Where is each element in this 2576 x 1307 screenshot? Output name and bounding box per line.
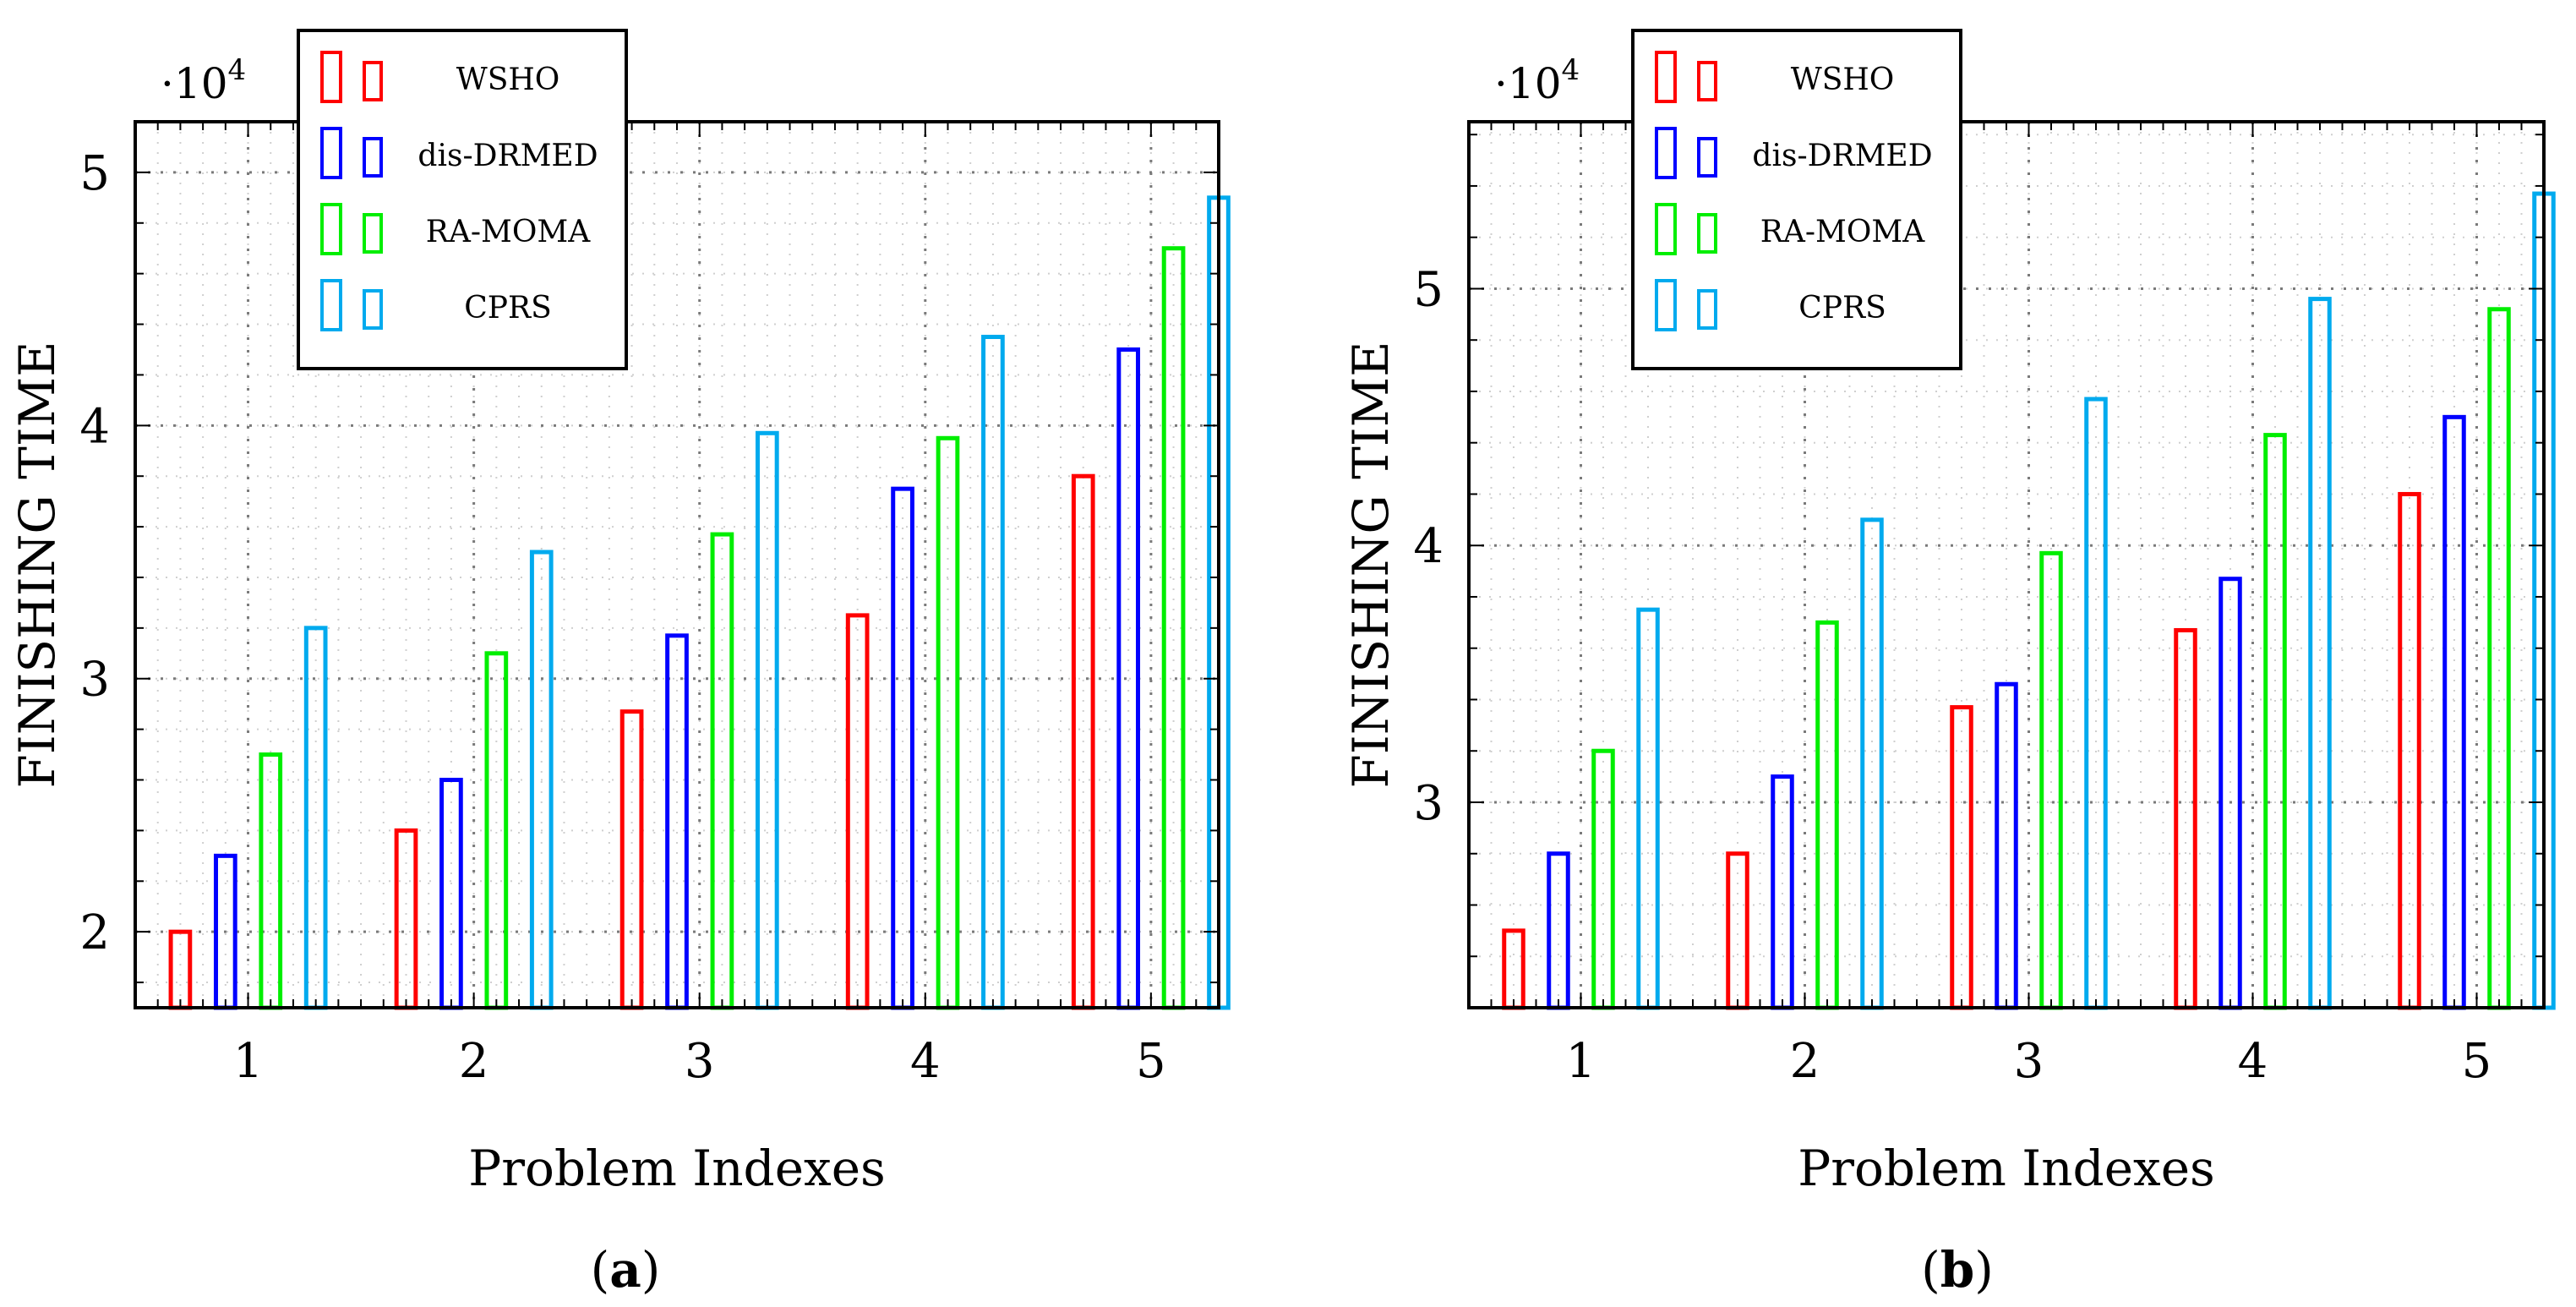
bar-dis-drmed-5	[2442, 414, 2466, 1010]
caption-open-paren: (	[1921, 1241, 1940, 1299]
legend-swatch-small	[1697, 61, 1717, 101]
legend-swatch-small	[363, 289, 383, 330]
y-exponent-power: 4	[228, 53, 247, 87]
x-tick-label: 5	[2462, 1034, 2492, 1089]
x-tick-label: 1	[233, 1034, 264, 1089]
legend-swatch-large	[1655, 127, 1677, 179]
y-tick-label: 4	[1413, 519, 1444, 574]
legend-swatch-large	[320, 279, 342, 331]
x-tick-label: 2	[459, 1034, 489, 1089]
legend-swatch-small	[363, 61, 383, 101]
legend-swatch-small	[363, 137, 383, 178]
y-exponent-label: ·104	[1494, 53, 1580, 108]
bar-wsho-3	[619, 709, 644, 1010]
bar-cprs-1	[303, 626, 328, 1010]
legend-entry-label: RA-MOMA	[1760, 215, 1926, 249]
bar-ra-moma-4	[936, 435, 960, 1010]
bar-wsho-1	[168, 929, 193, 1010]
legend-entry-label: CPRS	[464, 291, 552, 325]
bar-dis-drmed-4	[891, 486, 914, 1010]
y-tick-label: 5	[79, 146, 110, 201]
legend-swatch-large	[1655, 203, 1677, 255]
bar-ra-moma-1	[1591, 748, 1615, 1010]
legend-entry-label: WSHO	[1791, 63, 1895, 97]
x-tick-label: 2	[1790, 1034, 1820, 1089]
x-axis-title: Problem Indexes	[468, 1140, 886, 1197]
y-tick-label: 2	[79, 905, 110, 960]
legend-swatch-large	[320, 127, 342, 179]
y-exponent-label: ·104	[161, 53, 246, 108]
caption-letter: b	[1940, 1241, 1975, 1299]
caption-close-paren: )	[641, 1241, 661, 1299]
bar-dis-drmed-3	[1995, 681, 2018, 1010]
legend-entry-label: dis-DRMED	[1752, 139, 1932, 173]
bar-wsho-4	[2174, 627, 2197, 1010]
legend-entry-label: WSHO	[456, 63, 560, 97]
legend-swatch-large	[320, 51, 342, 103]
y-axis-title: FINISHING TIME	[8, 342, 66, 789]
x-tick-label: 1	[1566, 1034, 1596, 1089]
x-tick-label: 5	[1136, 1034, 1166, 1089]
bar-cprs-4	[2308, 297, 2332, 1010]
legend-swatch-small	[1697, 137, 1717, 178]
legend-swatch-large	[320, 203, 342, 255]
caption-open-paren: (	[591, 1241, 610, 1299]
caption-letter: a	[609, 1241, 641, 1299]
bar-dis-drmed-4	[2219, 577, 2242, 1010]
caption-close-paren: )	[1974, 1241, 1994, 1299]
bar-ra-moma-3	[2039, 550, 2063, 1010]
legend-swatch-small	[1697, 289, 1717, 330]
bar-wsho-4	[845, 613, 870, 1010]
legend-entry-label: dis-DRMED	[418, 139, 598, 173]
legend: WSHO dis-DRMED RA-MOMA CPRS	[297, 29, 628, 370]
legend-swatch-small	[363, 213, 383, 254]
x-tick-label: 4	[2238, 1034, 2268, 1089]
plot-frame	[1467, 120, 2546, 1009]
chart-panel-a: 2 3 4 5 1 2 3 4 5 ·104 FINISHING TIME Problem Index…	[8, 29, 1231, 1299]
bar-dis-drmed-5	[1116, 347, 1141, 1010]
legend-box	[1631, 29, 1962, 370]
legend-swatch-large	[1655, 51, 1677, 103]
legend: WSHO dis-DRMED RA-MOMA CPRS	[1631, 29, 1962, 370]
plot-frame	[134, 120, 1220, 1009]
legend-entry-label: RA-MOMA	[426, 215, 592, 249]
x-tick-label: 4	[910, 1034, 941, 1089]
y-tick-label: 5	[1413, 262, 1444, 317]
legend-box	[297, 29, 628, 370]
panel-caption: (a)	[591, 1241, 661, 1299]
x-axis-title: Problem Indexes	[1798, 1140, 2215, 1197]
bar-wsho-1	[1502, 928, 1525, 1010]
chart-panel-b: 3 4 5 1 2 3 4 5 ·104 FINISHING TIME Problem Indexe…	[1342, 29, 2556, 1299]
bar-cprs-3	[2084, 396, 2108, 1010]
x-tick-label: 3	[2014, 1034, 2044, 1089]
y-tick-label: 4	[79, 399, 110, 454]
bar-cprs-1	[1636, 607, 1660, 1010]
bar-wsho-2	[394, 828, 418, 1010]
y-axis-title: FINISHING TIME	[1342, 342, 1400, 789]
panel-caption: (b)	[1921, 1241, 1994, 1299]
y-tick-label: 3	[79, 653, 110, 708]
legend-entry-label: CPRS	[1798, 291, 1886, 325]
y-exponent-power: 4	[1562, 53, 1580, 87]
y-tick-label: 3	[1413, 776, 1444, 831]
legend-swatch-small	[1697, 213, 1717, 254]
bar-dis-drmed-2	[1771, 774, 1794, 1010]
legend-swatch-large	[1655, 279, 1677, 331]
x-tick-label: 3	[685, 1034, 715, 1089]
